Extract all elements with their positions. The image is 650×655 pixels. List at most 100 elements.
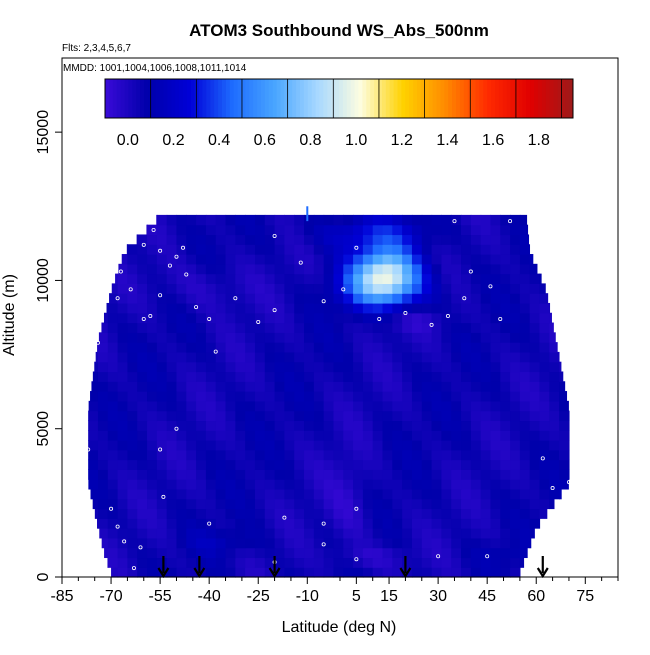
heatmap-cell	[353, 351, 364, 363]
colorbar-segment	[358, 79, 363, 118]
heatmap-cell	[402, 528, 413, 539]
heatmap-cell	[333, 439, 344, 451]
heatmap-cell	[510, 567, 521, 578]
heatmap-cell	[107, 449, 119, 461]
heatmap-cell	[274, 351, 285, 363]
heatmap-cell	[304, 263, 315, 275]
heatmap-cell	[353, 224, 364, 236]
heatmap-cell	[137, 342, 148, 353]
heatmap-cell	[88, 439, 99, 451]
heatmap-cell	[490, 283, 501, 294]
heatmap-cell	[235, 371, 246, 382]
colorbar-segment	[128, 79, 133, 118]
heatmap-cell	[510, 214, 521, 226]
heatmap-cell	[392, 381, 403, 392]
heatmap-cell	[274, 224, 285, 236]
heatmap-cell	[441, 449, 452, 461]
heatmap-cell	[245, 557, 256, 568]
heatmap-cell	[137, 263, 148, 275]
heatmap-cell	[166, 273, 178, 284]
heatmap-cell	[111, 283, 119, 294]
heatmap-cell	[549, 488, 560, 500]
heatmap-cell	[480, 528, 492, 539]
heatmap-cell	[156, 244, 168, 255]
heatmap-cell	[519, 518, 531, 529]
heatmap-cell	[245, 498, 256, 510]
heatmap-cell	[245, 322, 256, 333]
heatmap-cell	[421, 361, 433, 373]
heatmap-cell	[274, 528, 285, 539]
heatmap-cell	[529, 420, 541, 431]
heatmap-cell	[137, 518, 148, 529]
heatmap-cell	[264, 234, 276, 245]
heatmap-cell	[343, 263, 354, 275]
heatmap-cell	[304, 547, 315, 559]
heatmap-cell	[274, 430, 285, 441]
colorbar-segment	[506, 79, 512, 118]
colorbar-segment	[241, 79, 246, 118]
heatmap-cell	[323, 410, 335, 422]
heatmap-cell	[196, 322, 207, 333]
heatmap-cell	[490, 498, 501, 510]
heatmap-cell	[225, 312, 236, 324]
heatmap-cell	[186, 351, 197, 363]
heatmap-cell	[186, 244, 197, 255]
heatmap-cell	[392, 263, 403, 275]
heatmap-cell	[186, 449, 197, 461]
heatmap-cell	[235, 273, 246, 284]
heatmap-cell	[235, 391, 246, 402]
heatmap-cell	[147, 469, 158, 480]
heatmap-cell	[333, 518, 344, 529]
observation-point	[321, 542, 326, 547]
heatmap-cell	[451, 410, 462, 422]
heatmap-cell	[254, 254, 266, 265]
heatmap-cell	[480, 312, 492, 324]
heatmap-cell	[166, 391, 178, 402]
heatmap-cell	[421, 528, 433, 539]
heatmap-cell	[176, 234, 187, 245]
heatmap-cell	[117, 537, 129, 549]
heatmap-cell	[284, 449, 295, 461]
colorbar-segment	[534, 79, 539, 118]
heatmap-cell	[323, 498, 335, 510]
heatmap-cell	[186, 214, 197, 226]
heatmap-cell	[353, 361, 364, 373]
heatmap-cell	[294, 400, 305, 412]
heatmap-spike	[306, 206, 309, 222]
heatmap-cell	[196, 498, 207, 510]
heatmap-cell	[529, 293, 541, 304]
heatmap-cell	[411, 430, 423, 441]
heatmap-cell	[353, 214, 364, 226]
heatmap-cell	[510, 498, 521, 510]
heatmap-cell	[392, 528, 403, 539]
heatmap-cell	[333, 263, 344, 275]
heatmap-cell	[215, 391, 227, 402]
heatmap-cell	[470, 361, 482, 373]
heatmap-cell	[294, 293, 305, 304]
heatmap-cell	[196, 430, 207, 441]
heatmap-cell	[137, 557, 148, 568]
heatmap-cell	[323, 342, 335, 353]
heatmap-cell	[264, 263, 276, 275]
heatmap-cell	[461, 283, 472, 294]
heatmap-cell	[104, 547, 109, 559]
heatmap-cell	[470, 557, 482, 568]
heatmap-cell	[117, 528, 129, 539]
heatmap-cell	[353, 293, 364, 304]
heatmap-cell	[382, 361, 393, 373]
heatmap-cell	[362, 508, 374, 519]
heatmap-cell	[451, 479, 462, 490]
heatmap-cell	[304, 312, 315, 324]
heatmap-cell	[333, 312, 344, 324]
heatmap-cell	[137, 332, 148, 343]
heatmap-cell	[156, 263, 168, 275]
heatmap-cell	[323, 254, 335, 265]
heatmap-cell	[166, 537, 178, 549]
heatmap-cell	[186, 547, 197, 559]
colorbar-segment	[167, 79, 172, 118]
heatmap-cell	[431, 293, 442, 304]
heatmap-cell	[235, 302, 246, 314]
heatmap-cell	[215, 528, 227, 539]
heatmap-cell	[490, 459, 501, 470]
heatmap-cell	[539, 430, 550, 441]
